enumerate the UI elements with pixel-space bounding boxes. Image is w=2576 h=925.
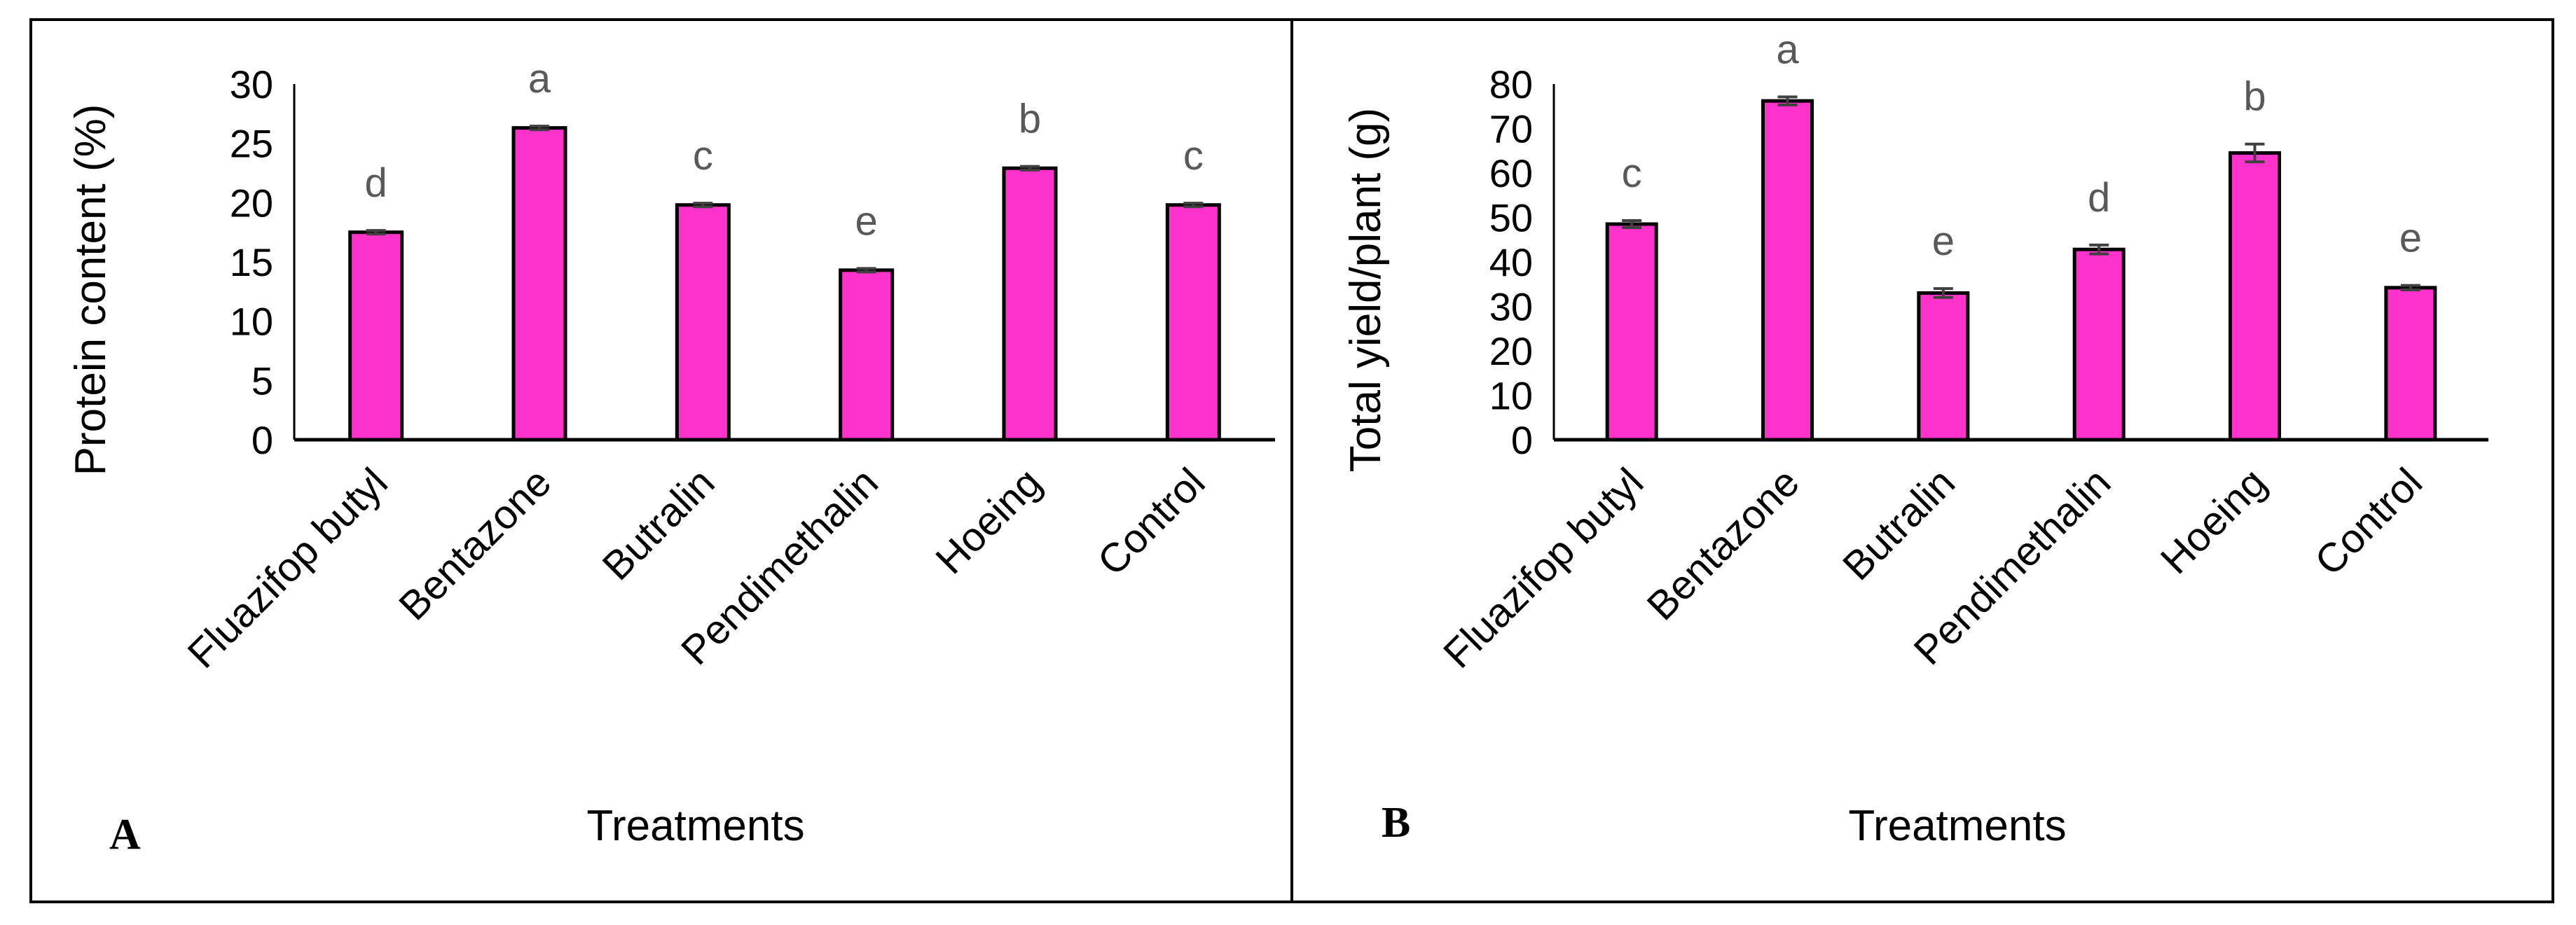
panel-a-error-bar xyxy=(1183,202,1204,209)
panel-b-bar xyxy=(1605,222,1658,442)
panel-b-y-tick-label: 0 xyxy=(1511,418,1533,462)
panel-b-significance-label: e xyxy=(2399,216,2422,261)
panel-b-y-tick-label: 40 xyxy=(1489,240,1533,284)
panel-a-significance-label: b xyxy=(1019,97,1041,142)
panel-a-significance-label: d xyxy=(365,160,387,206)
panel-a-significance-label: c xyxy=(693,133,713,179)
panel-b-significance-label: a xyxy=(1776,27,1799,72)
panel-b-bar xyxy=(2229,151,2281,442)
panel-b-error-bar xyxy=(1777,95,1798,106)
panel-a-significance-label: c xyxy=(1183,133,1204,179)
panel-b-error-bar xyxy=(2245,142,2265,164)
panel-b-significance-label: b xyxy=(2243,74,2266,120)
panel-a-y-tick-label: 25 xyxy=(230,122,273,166)
panel-b-x-axis-title: Treatments xyxy=(1848,802,2066,850)
panel-b-y-tick-label: 70 xyxy=(1489,107,1533,151)
panel-b-significance-label: e xyxy=(1932,218,1955,264)
panel-b-error-bar xyxy=(1933,287,1953,299)
panel-a-error-bar xyxy=(693,202,713,209)
panel-a-letter: A xyxy=(109,811,141,858)
panel-b-error-bar xyxy=(2089,243,2109,256)
panel-a-significance-label: a xyxy=(528,56,551,102)
panel-a-y-axis-title: Protein content (%) xyxy=(67,104,115,476)
panel-a-bar xyxy=(511,126,567,442)
panel-b-bar xyxy=(1761,99,1814,442)
panel-b-frame xyxy=(1290,18,2554,903)
panel-b-y-axis-title: Total yield/plant (g) xyxy=(1342,108,1390,472)
panel-a-error-bar xyxy=(530,125,549,132)
panel-b-significance-label: d xyxy=(2088,175,2110,221)
panel-a-bar xyxy=(675,203,731,442)
panel-b-y-tick-label: 50 xyxy=(1489,196,1533,240)
panel-a-y-tick-label: 10 xyxy=(230,300,273,344)
panel-a-y-tick-label: 5 xyxy=(252,359,273,403)
panel-a-y-tick-label: 20 xyxy=(230,181,273,225)
panel-a-bar xyxy=(839,268,895,442)
panel-b-error-bar xyxy=(2400,284,2420,292)
panel-a-error-bar xyxy=(856,267,876,274)
panel-b-y-tick-label: 10 xyxy=(1489,374,1533,418)
panel-a-error-bar xyxy=(366,229,386,236)
panel-b-bar xyxy=(2072,247,2126,442)
panel-a-error-bar xyxy=(1020,165,1040,172)
panel-a-significance-label: e xyxy=(855,198,878,244)
panel-b-y-tick-label: 80 xyxy=(1489,62,1533,106)
panel-a-bar xyxy=(1002,166,1058,442)
panel-b-y-tick-label: 30 xyxy=(1489,285,1533,329)
panel-b-bar xyxy=(1917,291,1970,442)
panel-a-y-tick-label: 15 xyxy=(230,240,273,284)
panel-a-y-tick-label: 0 xyxy=(252,418,273,462)
panel-a-y-tick-label: 30 xyxy=(230,62,273,106)
panel-a-bar xyxy=(1165,203,1221,442)
panel-b-y-tick-label: 60 xyxy=(1489,151,1533,195)
panel-b-letter: B xyxy=(1382,799,1410,847)
panel-b-bar xyxy=(2384,286,2437,442)
panel-b-error-bar xyxy=(1622,218,1642,230)
panel-a-x-axis-title: Treatments xyxy=(586,802,804,850)
panel-b-y-tick-label: 20 xyxy=(1489,329,1533,373)
panel-b-significance-label: c xyxy=(1622,151,1642,196)
panel-a-bar xyxy=(348,230,404,442)
